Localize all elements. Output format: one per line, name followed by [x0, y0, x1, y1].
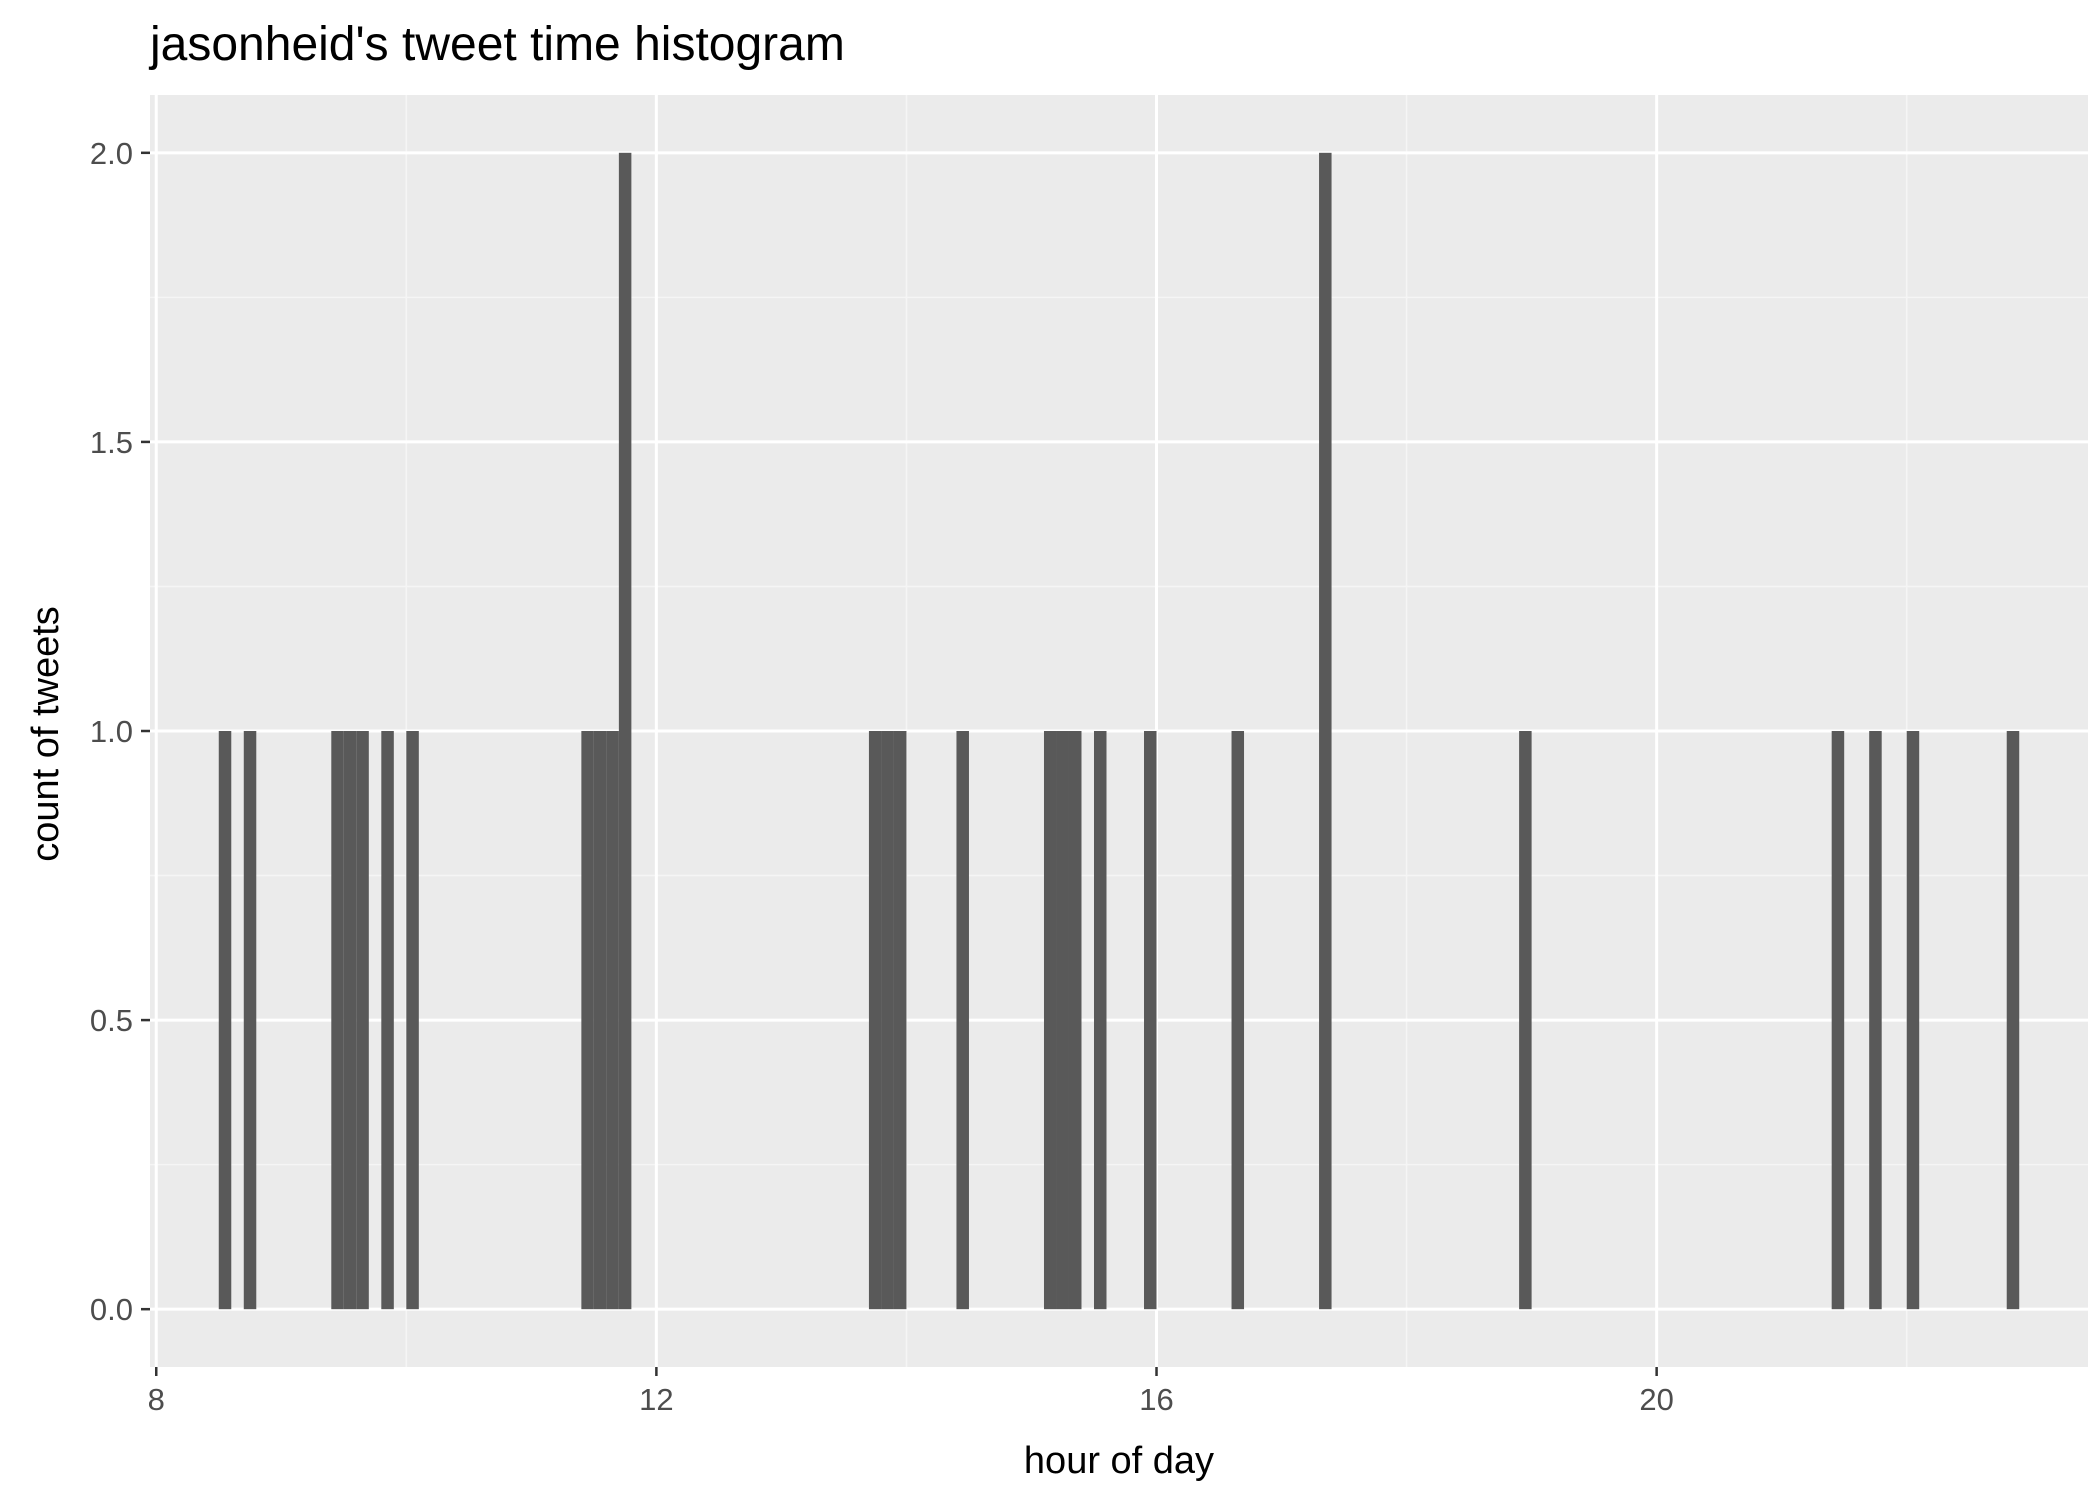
histogram-bar	[218, 731, 232, 1310]
histogram-bar	[618, 152, 632, 1310]
histogram-bars	[218, 152, 2020, 1310]
histogram-bar	[956, 731, 969, 1310]
histogram-bar	[2006, 731, 2020, 1310]
histogram-bar	[1519, 731, 1532, 1310]
x-tick-label: 8	[148, 1382, 165, 1417]
histogram-bar	[1319, 152, 1332, 1310]
histogram-bar	[581, 731, 594, 1310]
y-tick-label: 0.0	[90, 1292, 133, 1327]
y-axis: 0.0 0.5 1.0 1.5 2.0	[90, 136, 150, 1327]
histogram-bar	[381, 731, 394, 1310]
histogram-bar	[343, 731, 357, 1310]
histogram-bar	[1093, 731, 1107, 1310]
y-tick-label: 2.0	[90, 136, 133, 171]
histogram-bar	[593, 731, 607, 1310]
histogram-bar	[1869, 731, 1882, 1310]
y-tick-label: 0.5	[90, 1003, 133, 1038]
histogram-bar	[243, 731, 257, 1310]
histogram-bar	[356, 731, 369, 1310]
y-tick-label: 1.5	[90, 425, 133, 460]
histogram-bar	[1231, 731, 1245, 1310]
histogram-bar	[1831, 731, 1845, 1310]
histogram-bar	[606, 731, 619, 1310]
x-tick-label: 20	[1639, 1382, 1673, 1417]
x-tick-label: 16	[1139, 1382, 1173, 1417]
x-axis: 8 12 16 20	[148, 1367, 1674, 1417]
histogram-bar	[868, 731, 882, 1310]
plot-panel	[150, 95, 2088, 1367]
x-axis-title: hour of day	[1024, 1440, 1214, 1482]
histogram-bar	[331, 731, 344, 1310]
histogram-bar	[881, 731, 894, 1310]
histogram-bar	[1043, 731, 1057, 1310]
x-tick-label: 12	[639, 1382, 673, 1417]
chart-title: jasonheid's tweet time histogram	[148, 18, 845, 71]
histogram-bar	[893, 731, 907, 1310]
y-axis-title: count of tweets	[25, 606, 67, 862]
y-tick-label: 1.0	[90, 714, 133, 749]
histogram-bar	[1906, 731, 1920, 1310]
histogram-bar	[406, 731, 419, 1310]
histogram-bar	[1056, 731, 1069, 1310]
histogram-bar	[1068, 731, 1082, 1310]
histogram-bar	[1144, 731, 1157, 1310]
